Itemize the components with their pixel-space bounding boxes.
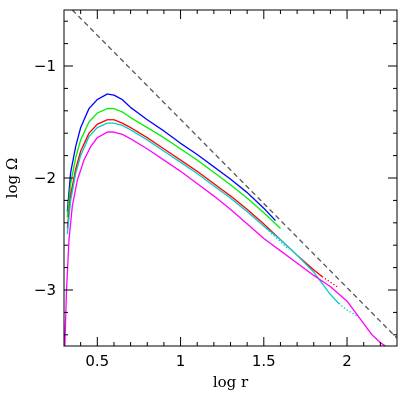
series-line-2 — [66, 107, 281, 229]
x-tick-label: 1.5 — [252, 352, 276, 370]
y-tick-labels: −1 −2 −3 — [34, 57, 56, 299]
series-line-8 — [64, 131, 386, 346]
y-tick-label: −2 — [34, 169, 56, 187]
series-line-5 — [66, 122, 340, 304]
series-line-6 — [338, 302, 358, 317]
x-tick-labels: 0.5 1 1.5 2 — [85, 352, 351, 370]
x-axis-label: log r — [213, 373, 249, 391]
y-axis-label: log Ω — [3, 158, 21, 199]
plot-frame — [63, 9, 398, 347]
x-tick-label: 2 — [342, 352, 352, 370]
x-tick-label: 0.5 — [85, 352, 109, 370]
series-line-9 — [71, 10, 397, 339]
y-tick-label: −3 — [34, 281, 56, 299]
series-line-1 — [66, 93, 276, 222]
x-tick-label: 1 — [176, 352, 186, 370]
series-line-7 — [263, 225, 290, 251]
y-tick-label: −1 — [34, 57, 56, 75]
ticks — [63, 10, 398, 346]
series-line-3 — [66, 119, 323, 278]
curves — [64, 10, 397, 346]
